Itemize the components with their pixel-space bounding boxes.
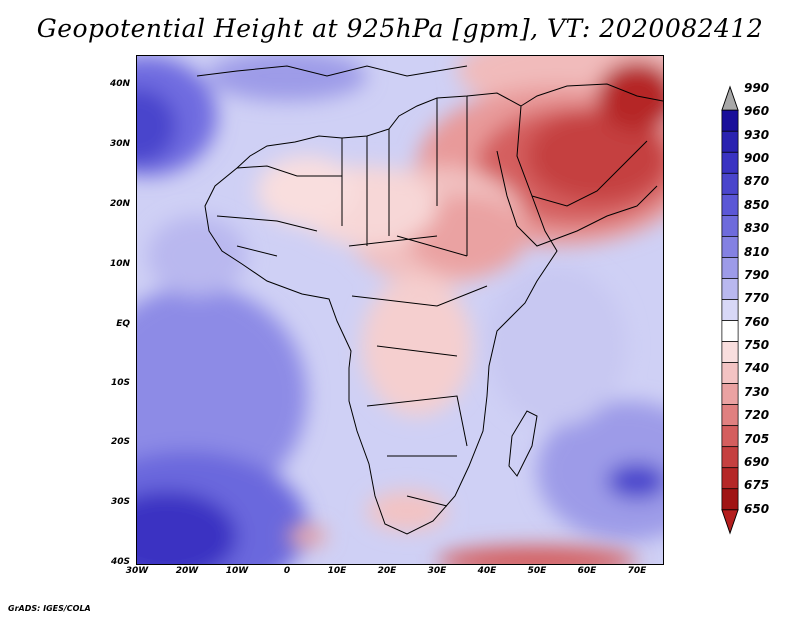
colorbar-swatch [721,341,739,363]
colorbar-swatch [721,151,739,174]
colorbar-level-label: 990 [744,81,770,95]
colorbar-swatch [721,362,739,384]
colorbar-swatch [721,488,739,511]
colorbar-swatch [721,193,739,216]
colorbar-level-label: 900 [744,151,770,166]
colorbar-level-label: 675 [744,478,770,493]
chart-title: Geopotential Height at 925hPa [gpm], VT:… [36,14,764,43]
colorbar-level-label: 830 [744,221,770,236]
colorbar-swatch [721,278,739,300]
lon-label-20e: 20E [377,566,397,576]
lon-label-50e: 50E [527,566,547,576]
coastlines-borders [196,65,663,535]
colorbar-swatch [721,236,739,258]
colorbar-swatch [721,320,739,342]
colorbar-swatch [721,425,739,448]
colorbar-level-label: 760 [744,314,770,329]
lon-label-10e: 10E [327,566,347,576]
colorbar-level-label: 750 [744,338,770,353]
colorbar-swatch [721,383,739,406]
colorbar-level-label: 850 [744,197,770,212]
colorbar-level-label: 740 [744,361,770,376]
colorbar-swatch [721,299,739,321]
lon-label-20w: 20W [175,566,199,576]
colorbar-swatch [721,257,739,279]
high-height-regions [137,56,663,564]
lon-label-0: 0 [283,566,291,576]
colorbar-level-label: 705 [744,431,770,446]
lat-label-30s: 30S [110,497,130,507]
lat-label-10s: 10S [110,378,130,388]
lat-label-40s: 40S [110,557,130,567]
colorbar-swatch [721,130,739,153]
colorbar-level-label: 730 [744,384,770,399]
lon-label-30w: 30W [125,566,149,576]
lat-label-40n: 40N [109,79,130,89]
colorbar-level-label: 960 [744,104,770,119]
colorbar-level-label: 720 [744,408,770,423]
colorbar-swatches [721,85,739,535]
lon-label-30e: 30E [427,566,447,576]
colorbar-swatch [721,446,739,469]
lat-label-10n: 10N [109,259,130,269]
lon-label-10w: 10W [225,566,249,576]
colorbar-under-triangle [721,509,739,535]
colorbar-over-triangle [721,85,739,111]
colorbar-swatch [721,172,739,195]
map-canvas [137,56,663,564]
colorbar-level-label: 770 [744,291,770,306]
colorbar-level-label: 930 [744,127,770,142]
colorbar-swatch [721,214,739,237]
lon-label-60e: 60E [577,566,597,576]
lon-label-70e: 70E [627,566,647,576]
lat-label-30n: 30N [109,139,130,149]
colorbar-level-label: 650 [744,501,770,516]
colorbar-level-label: 810 [744,244,770,259]
low-height-regions [257,56,663,564]
lon-label-40e: 40E [477,566,497,576]
map-panel [136,55,664,565]
footer-credit: GrADS: IGES/COLA [8,604,91,613]
colorbar-swatch [721,109,739,132]
colorbar-level-label: 690 [744,454,770,469]
colorbar-level-label: 790 [744,267,770,282]
lat-label-20n: 20N [109,199,130,209]
colorbar-level-label: 870 [744,174,770,189]
lat-label-20s: 20S [110,437,130,447]
colorbar-swatch [721,404,739,427]
colorbar-swatch [721,467,739,490]
lat-label-eq: EQ [116,319,130,329]
